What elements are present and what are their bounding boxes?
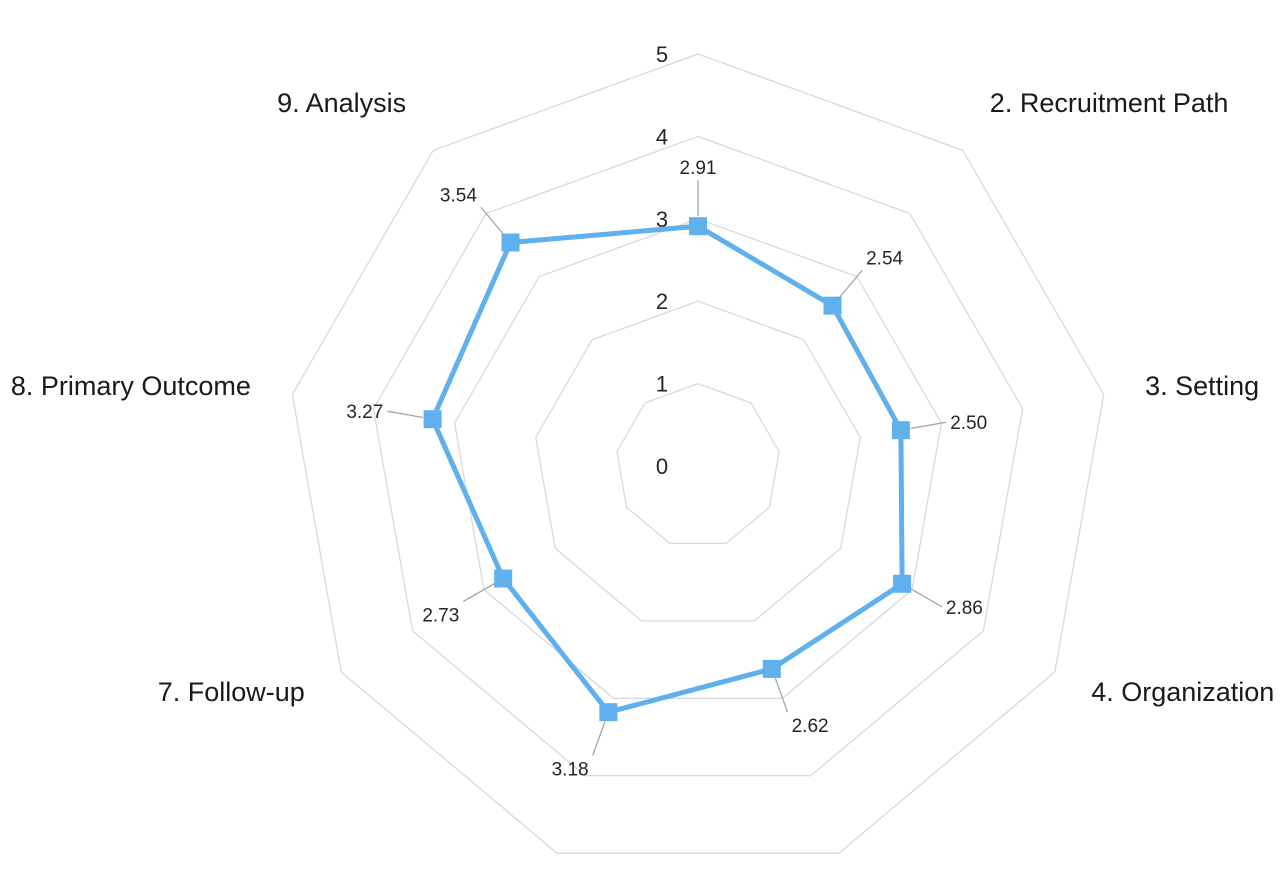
category-label-4: 4. Organization xyxy=(1091,677,1274,707)
data-point-1 xyxy=(689,217,707,236)
data-label-2: 2.54 xyxy=(866,248,903,269)
grid-ring-5 xyxy=(291,53,1105,854)
leader-line-5 xyxy=(774,678,789,713)
data-label-6: 3.18 xyxy=(552,760,589,781)
series-layer xyxy=(423,217,912,722)
leader-line-2 xyxy=(838,269,863,299)
leader-line-3 xyxy=(910,421,947,430)
category-label-7: 7. Follow-up xyxy=(158,677,305,707)
tick-label-1: 1 xyxy=(656,372,668,397)
series-line xyxy=(430,223,905,715)
leader-line-8 xyxy=(387,410,423,419)
data-point-9 xyxy=(501,233,520,252)
data-point-6 xyxy=(599,703,618,722)
grid-ring-2 xyxy=(535,300,861,622)
data-point-2 xyxy=(823,296,842,315)
data-label-7: 2.73 xyxy=(422,606,459,627)
data-label-4: 2.86 xyxy=(946,598,983,619)
category-label-8: 8. Primary Outcome xyxy=(11,371,251,401)
data-label-3: 2.50 xyxy=(950,413,987,434)
tick-label-5: 5 xyxy=(656,42,668,67)
grid-ring-4 xyxy=(372,135,1024,777)
category-label-2: 2. Recruitment Path xyxy=(990,88,1229,118)
category-label-5: 5. Flexibility (staff) xyxy=(853,889,1070,892)
data-label-9: 3.54 xyxy=(440,185,477,206)
data-point-8 xyxy=(423,410,442,429)
category-label-3: 3. Setting xyxy=(1145,371,1259,401)
leader-line-4 xyxy=(910,588,943,608)
data-label-8: 3.27 xyxy=(346,402,383,423)
tick-label-4: 4 xyxy=(656,124,668,149)
data-label-5: 2.62 xyxy=(792,716,829,737)
tick-label-0: 0 xyxy=(656,454,668,479)
grid-ring-1 xyxy=(616,382,780,545)
data-point-3 xyxy=(891,421,910,440)
data-label-1: 2.91 xyxy=(680,158,717,179)
category-labels: 1. Eligibility criteria2. Recruitment Pa… xyxy=(11,88,1274,892)
leader-line-6 xyxy=(591,721,606,756)
leader-line-7 xyxy=(462,582,495,603)
data-point-4 xyxy=(893,574,912,593)
grid-ring-3 xyxy=(453,218,943,699)
leader-lines xyxy=(387,180,947,756)
category-label-9: 9. Analysis xyxy=(277,88,406,118)
grid-layer xyxy=(291,53,1105,854)
tick-label-2: 2 xyxy=(656,289,668,314)
data-point-5 xyxy=(762,659,781,678)
data-point-7 xyxy=(494,569,513,588)
tick-label-3: 3 xyxy=(656,207,668,232)
leader-line-9 xyxy=(480,206,505,236)
data-labels: 2.91 2.54 2.50 2.86 2.62 3.18 2.73 3.27 3.54 xyxy=(346,158,987,780)
category-label-6: 6. Flexibility (adherence) xyxy=(249,889,543,892)
tick-labels: 0 1 2 3 4 5 xyxy=(656,42,668,479)
